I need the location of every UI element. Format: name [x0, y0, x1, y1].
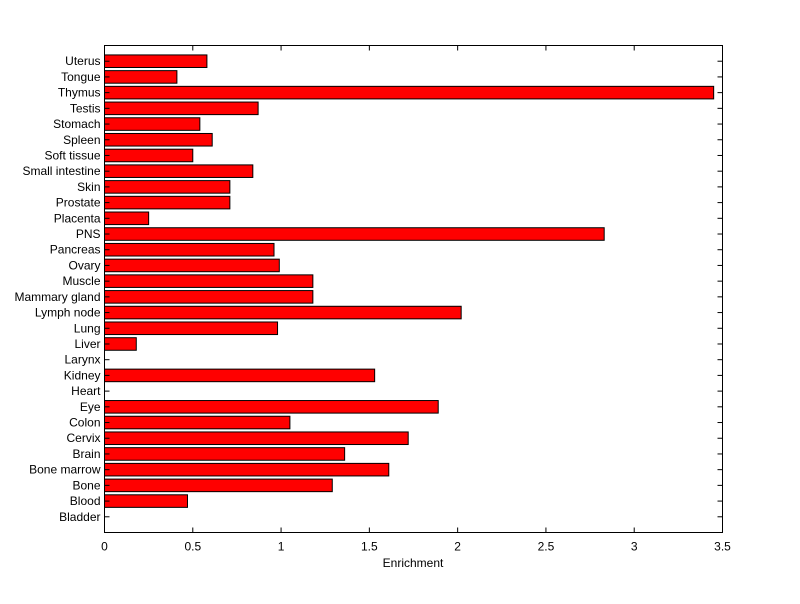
y-tick-label: PNS: [76, 227, 101, 241]
bar-small-intestine: [104, 164, 254, 178]
x-tick-label: 3.5: [714, 540, 731, 554]
x-tick-label: 1: [278, 540, 285, 554]
bar-blood: [104, 494, 188, 508]
y-tick-label: Testis: [70, 101, 101, 115]
bar-uterus: [104, 54, 208, 68]
y-tick-label: Bone marrow: [29, 463, 101, 477]
bar-tongue: [104, 70, 178, 84]
bar-bone-marrow: [104, 462, 390, 477]
bar-cervix: [104, 431, 409, 446]
y-tick-label: Tongue: [61, 70, 101, 84]
y-tick-label: Eye: [80, 400, 101, 414]
y-tick-label: Brain: [72, 447, 100, 461]
y-tick-label: Thymus: [58, 86, 101, 100]
bar-placenta: [104, 211, 150, 226]
bar-eye: [104, 400, 439, 414]
bar-skin: [104, 180, 231, 194]
x-tick-label: 2.5: [538, 540, 555, 554]
y-tick-label: Lung: [74, 321, 101, 335]
y-tick-label: Skin: [77, 180, 100, 194]
bar-prostate: [104, 195, 231, 210]
y-tick-label: Bladder: [59, 510, 100, 524]
y-tick-label: Blood: [70, 494, 101, 508]
y-tick-label: Cervix: [66, 431, 100, 445]
bar-muscle: [104, 274, 314, 288]
y-tick-label: Pancreas: [50, 243, 101, 257]
bar-kidney: [104, 368, 376, 383]
x-axis-label: Enrichment: [383, 556, 444, 570]
x-tick-label: 1.5: [361, 540, 378, 554]
bar-spleen: [104, 132, 213, 147]
y-tick-label: Bone: [72, 478, 100, 492]
bar-bone: [104, 478, 333, 493]
x-tick-label: 0: [101, 540, 108, 554]
y-tick-label: Placenta: [54, 211, 101, 225]
bars: [104, 54, 715, 508]
bar-thymus: [104, 85, 715, 100]
y-tick-label: Prostate: [56, 196, 101, 210]
bar-stomach: [104, 117, 201, 131]
y-tick-label: Uterus: [65, 54, 100, 68]
y-tick-label: Small intestine: [22, 164, 100, 178]
y-tick-label: Liver: [74, 337, 100, 351]
bar-soft-tissue: [104, 148, 194, 163]
x-tick-label: 2: [454, 540, 461, 554]
bar-pancreas: [104, 242, 275, 257]
axes-box: [104, 45, 723, 533]
y-tick-label: Ovary: [68, 258, 100, 272]
y-tick-label: Colon: [69, 416, 100, 430]
bar-brain: [104, 447, 346, 461]
y-tick-label: Spleen: [63, 133, 100, 147]
bar-lung: [104, 321, 279, 336]
bar-pns: [104, 227, 605, 241]
y-tick-label: Soft tissue: [44, 148, 100, 162]
y-tick-label: Stomach: [53, 117, 100, 131]
bar-testis: [104, 101, 259, 116]
y-tick-label: Lymph node: [35, 306, 101, 320]
x-tick-label: 0.5: [184, 540, 201, 554]
bar-mammary-gland: [104, 290, 314, 304]
y-tick-label: Muscle: [62, 274, 100, 288]
bar-colon: [104, 415, 291, 430]
bar-lymph-node: [104, 305, 462, 320]
y-tick-label: Larynx: [64, 353, 100, 367]
y-tick-label: Mammary gland: [14, 290, 100, 304]
x-tick-label: 3: [631, 540, 638, 554]
y-tick-label: Heart: [71, 384, 101, 398]
y-tick-label: Kidney: [64, 368, 101, 382]
bar-ovary: [104, 258, 280, 273]
